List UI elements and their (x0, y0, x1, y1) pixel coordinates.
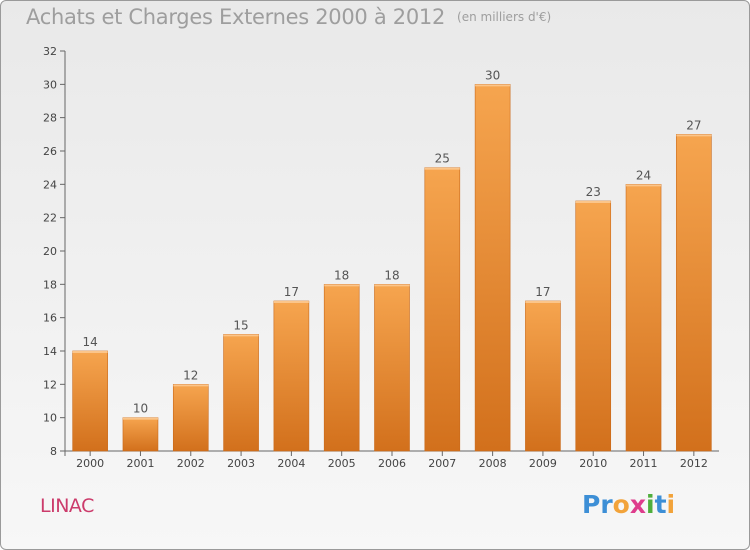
y-tick-label: 28 (43, 112, 57, 125)
logo-letter: r (600, 490, 613, 519)
y-tick-label: 30 (43, 78, 57, 91)
y-tick-label: 26 (43, 145, 57, 158)
bar-highlight (122, 417, 158, 420)
logo-letter: P (582, 490, 601, 519)
data-label-2000: 14 (83, 335, 98, 349)
bar-highlight (173, 384, 209, 387)
y-tick-label: 20 (43, 245, 57, 258)
x-tick-label: 2008 (479, 457, 507, 470)
y-tick-label: 24 (43, 178, 57, 191)
bar-highlight (676, 134, 712, 137)
bar-highlight (626, 184, 662, 187)
bar-highlight (72, 351, 108, 353)
data-label-2007: 25 (435, 152, 450, 166)
data-label-2011: 24 (636, 168, 651, 182)
data-labels: 14 10 12 15 17 18 18 25 30 17 23 24 27 (83, 68, 702, 415)
x-tick-label: 2004 (277, 457, 305, 470)
bar-highlight (475, 84, 511, 87)
data-label-2008: 30 (485, 68, 500, 82)
data-label-2001: 10 (133, 402, 148, 416)
bars (72, 84, 712, 452)
chart-title: Achats et Charges Externes 2000 à 2012 (26, 5, 446, 29)
y-tick-label: 18 (43, 278, 57, 291)
logo-letter: x (629, 490, 646, 519)
bar-2011 (625, 184, 662, 452)
proxiti-logo: Proxiti (582, 490, 675, 519)
bar-2000 (72, 350, 108, 452)
bar-highlight (424, 167, 460, 170)
data-label-2003: 15 (233, 318, 248, 332)
bar-highlight (374, 284, 410, 287)
bar-2012 (676, 134, 712, 452)
x-tick-label: 2005 (328, 457, 356, 470)
x-tick-label: 2000 (76, 457, 104, 470)
x-tick-label: 2007 (428, 457, 456, 470)
chart-subtitle: (en milliers d'€) (457, 10, 552, 24)
bar-highlight (273, 301, 309, 303)
data-label-2002: 12 (183, 368, 198, 382)
x-tick-label: 2006 (378, 457, 406, 470)
y-tick-label: 32 (43, 45, 57, 58)
data-label-2005: 18 (334, 268, 349, 282)
bar-2007 (424, 167, 461, 452)
data-label-2010: 23 (586, 185, 601, 199)
x-tick-label: 2003 (227, 457, 255, 470)
x-tick-label: 2012 (680, 457, 708, 470)
bar-highlight (525, 301, 561, 303)
data-label-2009: 17 (535, 285, 550, 299)
y-tick-label: 14 (43, 345, 57, 358)
logo-letter: i (646, 490, 655, 519)
bar-2010 (575, 200, 612, 452)
bar-2006 (374, 284, 410, 452)
bar-2003 (223, 334, 259, 452)
title-line: Achats et Charges Externes 2000 à 2012 (e… (26, 5, 551, 29)
axes: 8 10 12 14 16 18 20 22 24 26 28 30 32 2000 2001 2002 200… (43, 45, 719, 470)
bar-highlight (223, 334, 259, 337)
y-tick-label: 16 (43, 312, 57, 325)
x-tick-label: 2002 (177, 457, 205, 470)
data-label-2006: 18 (384, 268, 399, 282)
bar-highlight (324, 284, 360, 287)
logo-letter: o (612, 490, 630, 519)
bar-2001 (122, 417, 159, 452)
data-label-2004: 17 (284, 285, 299, 299)
y-tick-label: 22 (43, 212, 57, 225)
logo-letter: i (666, 490, 676, 519)
x-tick-label: 2010 (579, 457, 607, 470)
x-tick-label: 2009 (529, 457, 557, 470)
bar-2008 (474, 84, 511, 452)
y-tick-label: 10 (43, 412, 57, 425)
y-tick-label: 12 (43, 378, 57, 391)
y-tick-label: 8 (50, 445, 57, 458)
data-label-2012: 27 (686, 118, 701, 132)
bar-2004 (273, 300, 310, 452)
bar-2009 (525, 300, 561, 452)
bar-2002 (172, 384, 209, 452)
commune-name: LINAC (40, 495, 94, 517)
bar-2005 (323, 284, 360, 452)
logo-letter: t (654, 490, 667, 519)
x-tick-label: 2011 (630, 457, 658, 470)
x-tick-label: 2001 (126, 457, 154, 470)
bar-highlight (575, 201, 611, 203)
